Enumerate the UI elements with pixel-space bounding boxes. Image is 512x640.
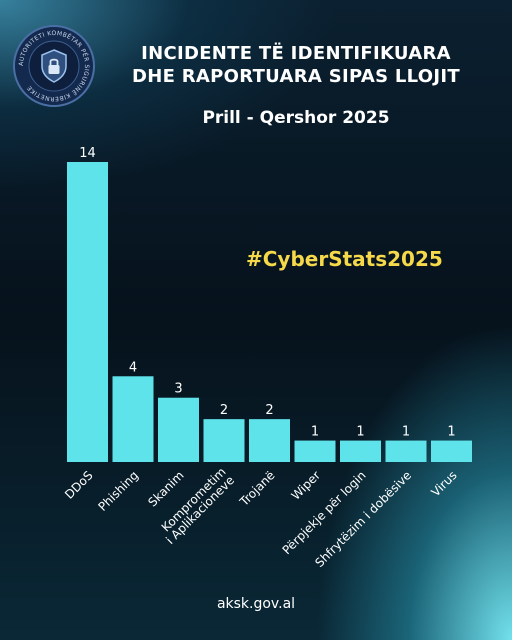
bar-4 [249,419,290,462]
website-link[interactable]: aksk.gov.al [216,596,296,612]
hashtag-label: #CyberStats2025 [246,247,443,271]
shield-lock-icon [41,49,67,83]
bar-5 [294,440,336,462]
bar-8 [431,440,472,462]
data-label-4: 2 [265,403,273,418]
category-label-8: Virus [428,468,459,499]
data-label-0: 14 [79,146,96,161]
bar-0 [67,162,108,462]
data-label-8: 1 [447,425,455,440]
data-label-5: 1 [311,425,319,440]
bar-7 [385,440,427,462]
bar-2 [158,397,199,462]
chart-title: INCIDENTE TË IDENTIFIKUARA DHE RAPORTUAR… [96,42,496,88]
title-line-2: DHE RAPORTUARA SIPAS LLOJIT [132,66,460,87]
bar-1 [112,376,154,462]
category-label-1: Phishing [95,468,141,514]
bar-6 [340,440,381,462]
bar-3 [203,419,245,462]
category-label-0: DDoS [62,468,96,502]
aksk-logo: AUTORITETI KOMBËTAR PËR SIGURINË KIBERNE… [13,25,95,107]
category-label-5: Wiper [289,468,324,503]
chart-subtitle: Prill - Qershor 2025 [202,108,390,128]
data-label-3: 2 [220,403,228,418]
category-label-4: Trojanë [236,468,277,509]
data-label-7: 1 [402,425,410,440]
data-label-2: 3 [174,382,182,397]
data-label-1: 4 [129,360,137,375]
data-label-6: 1 [356,425,364,440]
category-label-6: Përpjekje për login [280,468,369,557]
title-line-1: INCIDENTE TË IDENTIFIKUARA [141,43,451,64]
